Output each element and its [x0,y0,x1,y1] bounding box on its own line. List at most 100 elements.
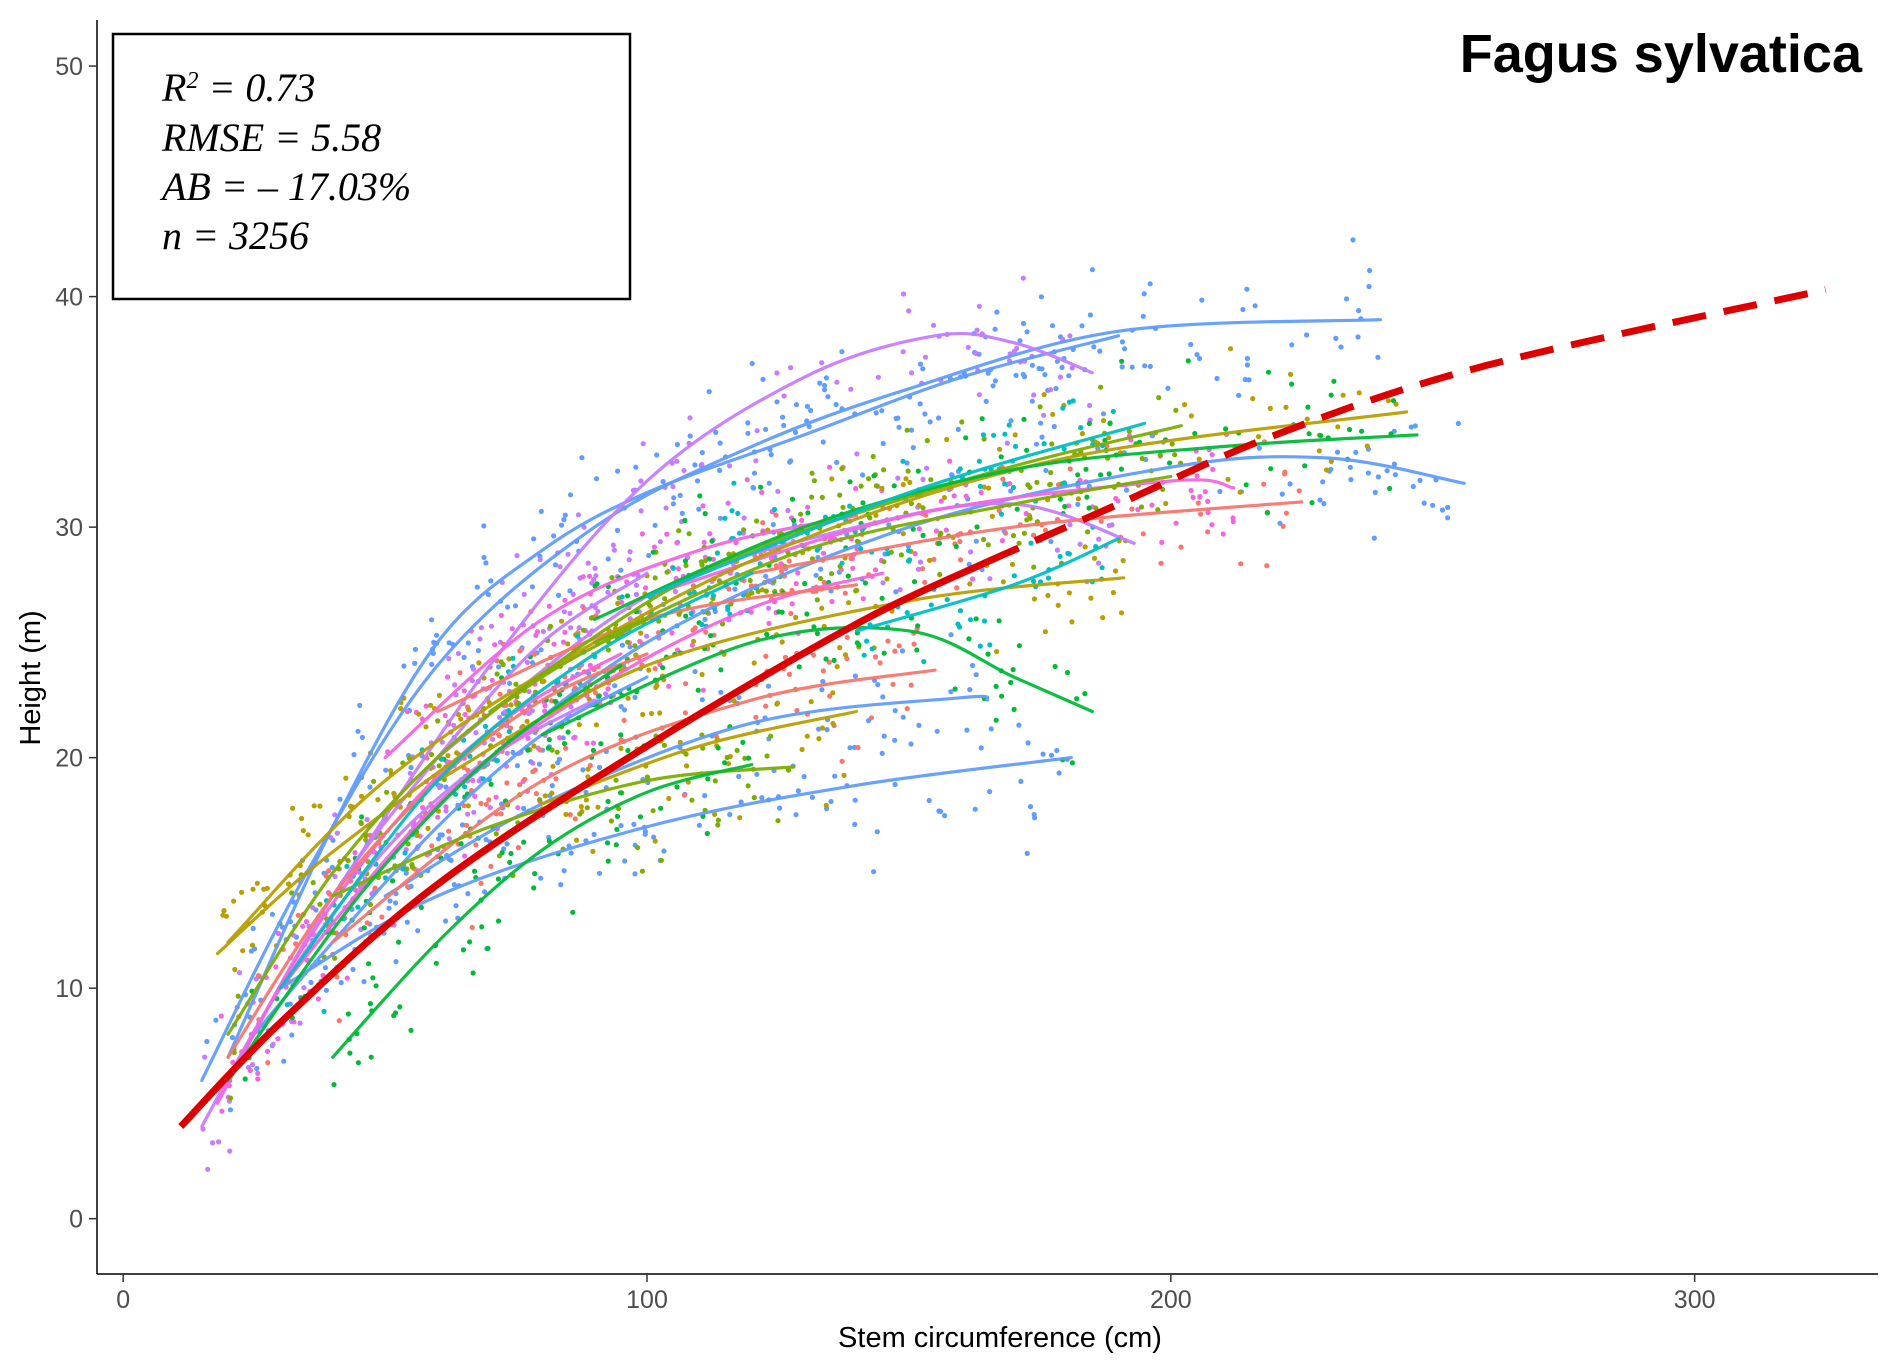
observation-point [766,620,772,627]
observation-point [1049,323,1056,329]
tree-fit-curve [226,617,649,1036]
observation-point [927,419,933,425]
observation-point [948,632,954,638]
observation-point [1210,466,1216,472]
observation-point [785,507,791,514]
observation-point [1016,643,1023,649]
observation-point [707,531,713,537]
observation-point [1129,506,1135,512]
observation-point [1045,592,1051,599]
observation-point [652,838,658,844]
observation-point [788,365,794,371]
observation-point [985,651,991,657]
observation-point [370,975,376,981]
observation-point [822,382,828,389]
observation-point [580,574,586,580]
observation-point [1306,431,1312,437]
observation-point [727,811,733,818]
observation-point [638,508,644,514]
observation-point [981,436,987,442]
observation-point [281,1058,287,1064]
observation-point [998,454,1004,460]
observation-point [692,668,698,675]
observation-point [852,673,859,679]
observation-point [488,863,494,870]
observation-point [858,546,864,552]
observation-point [210,1140,216,1146]
tree-fit-curve [331,332,1094,898]
observation-point [1289,381,1295,387]
observation-point [592,565,598,571]
stat-rmse: RMSE = 5.58 [161,115,381,160]
observation-point [657,710,663,716]
observation-point [398,706,404,712]
observation-point [751,470,758,476]
tree-fit-curve [226,663,623,1082]
observation-point [561,517,567,523]
observation-point [999,538,1006,544]
observation-point [637,814,644,820]
observation-point [1197,494,1203,500]
observation-point [769,555,775,562]
observation-point [908,427,915,433]
y-tick-label: 0 [69,1206,83,1234]
observation-point [1343,296,1350,302]
observation-point [746,755,752,761]
observation-point [879,485,885,491]
observation-point [687,433,693,439]
tree-fit-curve [593,474,1173,644]
observation-point [638,478,644,484]
observation-point [472,793,478,800]
observation-point [1355,334,1361,340]
observation-point [1445,515,1451,521]
observation-point [1054,747,1060,754]
observation-point [915,468,921,474]
observation-point [495,876,501,882]
observation-point [506,656,512,662]
observation-point [525,735,531,741]
observation-point [774,370,780,376]
observation-point [439,832,445,838]
observation-point [546,737,552,743]
tree-fit-curve [435,502,1136,760]
observation-point [952,686,958,692]
observation-point [934,728,940,734]
observation-point [793,402,800,408]
observation-point [699,621,705,628]
observation-point [1163,500,1169,507]
observation-point [1236,392,1242,398]
observation-point [612,683,618,689]
observation-point [725,607,731,613]
observation-point [1067,466,1073,472]
observation-point [371,778,377,785]
observation-point [877,660,883,666]
x-tick-label: 200 [1150,1286,1192,1314]
observation-point [1205,498,1211,504]
observation-point [1047,481,1053,487]
observation-point [760,376,766,382]
observation-point [922,354,929,360]
observation-point [1214,375,1220,382]
observation-point [1331,378,1337,384]
observation-point [820,668,826,674]
observation-point [457,670,463,676]
observation-point [842,590,848,596]
observation-point [455,650,461,657]
observation-point [1037,404,1043,410]
observation-point [568,850,574,856]
observation-point [300,828,306,834]
observation-point [405,884,411,890]
observation-point [336,1018,342,1024]
observation-point [661,848,667,854]
observation-point [469,678,475,684]
observation-point [530,760,536,766]
observation-point [683,613,689,619]
observation-point [664,569,670,575]
observation-point [332,812,338,818]
observation-point [633,591,640,598]
observation-point [748,609,754,615]
observation-point [852,821,858,828]
observation-point [1099,565,1105,571]
observation-point [969,576,976,582]
observation-point [619,599,625,605]
